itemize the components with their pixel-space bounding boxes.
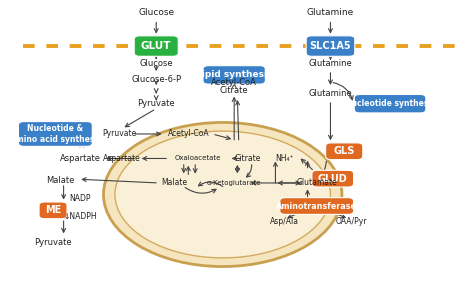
- Text: Malate: Malate: [162, 178, 188, 187]
- Text: Glutamine: Glutamine: [309, 89, 352, 98]
- FancyBboxPatch shape: [134, 36, 178, 56]
- Text: Glutamine: Glutamine: [309, 59, 352, 68]
- Text: Oxaloacetate: Oxaloacetate: [174, 155, 221, 162]
- Text: Pyruvate: Pyruvate: [137, 99, 175, 108]
- Text: Asp/Ala: Asp/Ala: [270, 217, 299, 226]
- Text: Aminotransferase: Aminotransferase: [276, 202, 357, 210]
- Text: GLS: GLS: [334, 146, 355, 156]
- Text: GLUD: GLUD: [318, 174, 347, 184]
- Text: Aspartate: Aspartate: [103, 154, 141, 163]
- Text: NH₄⁺: NH₄⁺: [275, 154, 294, 163]
- Text: Lipid synthesis: Lipid synthesis: [196, 70, 273, 79]
- Text: Glutamate: Glutamate: [296, 178, 337, 187]
- FancyBboxPatch shape: [18, 122, 92, 146]
- Text: GLUT: GLUT: [141, 41, 172, 51]
- FancyBboxPatch shape: [39, 202, 67, 219]
- FancyBboxPatch shape: [326, 143, 363, 160]
- Text: Nucleotide &
Amino acid synthesis: Nucleotide & Amino acid synthesis: [9, 124, 101, 144]
- Text: α-Ketoglutarate: α-Ketoglutarate: [207, 180, 262, 186]
- Text: Glutamine: Glutamine: [307, 8, 354, 17]
- Text: Acetyl-CoA: Acetyl-CoA: [211, 78, 257, 87]
- Ellipse shape: [115, 131, 330, 258]
- Text: Glucose: Glucose: [138, 8, 174, 17]
- Text: Pyruvate: Pyruvate: [102, 129, 137, 139]
- Text: OAA/Pyr: OAA/Pyr: [335, 217, 367, 226]
- FancyBboxPatch shape: [306, 36, 355, 56]
- Text: Aspartate: Aspartate: [60, 154, 101, 163]
- Text: Pyruvate: Pyruvate: [34, 237, 72, 246]
- Text: Citrate: Citrate: [220, 86, 248, 95]
- Text: Citrate: Citrate: [235, 154, 261, 163]
- Text: ME: ME: [45, 205, 61, 215]
- FancyBboxPatch shape: [312, 170, 354, 187]
- Text: NADP: NADP: [69, 194, 91, 203]
- Text: Nucleotide synthesis: Nucleotide synthesis: [345, 99, 435, 108]
- FancyBboxPatch shape: [203, 66, 265, 84]
- FancyBboxPatch shape: [280, 198, 354, 214]
- Text: Acetyl-CoA: Acetyl-CoA: [167, 129, 209, 139]
- Text: Glucose-6-P: Glucose-6-P: [131, 75, 181, 84]
- Text: Glucose: Glucose: [139, 59, 173, 68]
- Text: SLC1A5: SLC1A5: [310, 41, 351, 51]
- Text: Malate: Malate: [46, 175, 74, 184]
- FancyBboxPatch shape: [354, 95, 426, 113]
- Text: ↓NADPH: ↓NADPH: [64, 212, 97, 221]
- Ellipse shape: [103, 123, 342, 267]
